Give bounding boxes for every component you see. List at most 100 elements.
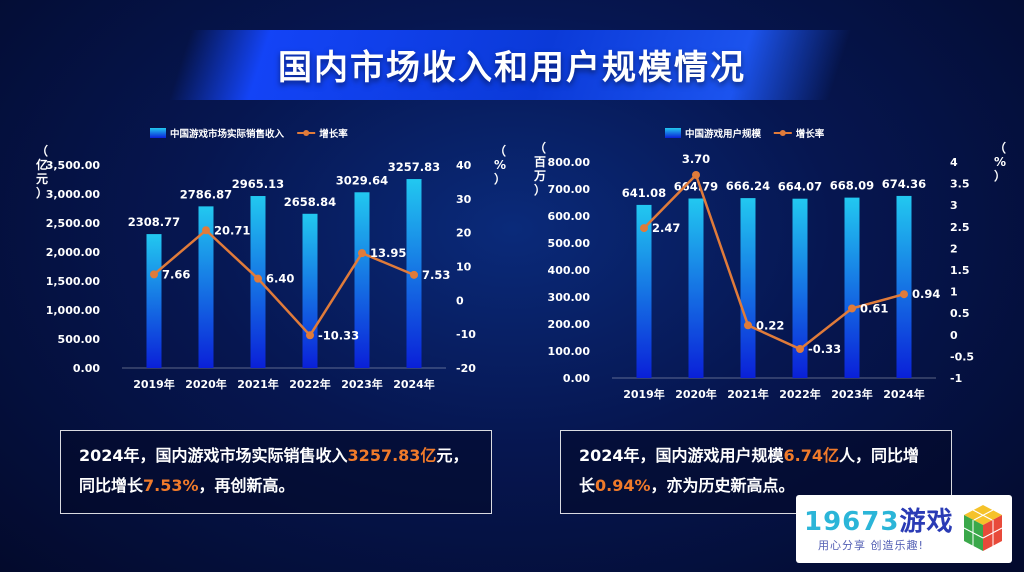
y-tick-right: 0 bbox=[950, 329, 958, 342]
x-tick-label: 2019年 bbox=[133, 377, 175, 391]
growth-rate-label: 20.71 bbox=[214, 223, 250, 237]
revenue-chart: 中国游戏市场实际销售收入 增长率（亿元）（%）0.00500.001,000.00… bbox=[36, 128, 506, 391]
growth-rate-point bbox=[410, 270, 418, 279]
y-tick-left: 3,500.00 bbox=[46, 159, 101, 172]
bar-value-label: 2786.87 bbox=[180, 187, 232, 201]
x-tick-label: 2022年 bbox=[779, 387, 821, 401]
growth-rate-line bbox=[643, 172, 905, 351]
y-axis-title-right: （ bbox=[994, 140, 1006, 155]
y-axis-title-left: 元 bbox=[36, 172, 48, 186]
x-tick-label: 2023年 bbox=[341, 377, 383, 391]
bar-value-label: 664.07 bbox=[778, 180, 822, 194]
growth-rate-point bbox=[202, 226, 210, 235]
y-tick-right: 4 bbox=[950, 156, 958, 169]
y-tick-left: 200.00 bbox=[548, 318, 591, 331]
users-chart: 中国游戏用户规模 增长率（百万）（%）0.00100.00200.00300.00… bbox=[533, 128, 1006, 401]
y-tick-right: 1 bbox=[950, 286, 958, 299]
cube-icon bbox=[963, 505, 1003, 551]
growth-rate-line bbox=[153, 228, 415, 338]
y-tick-left: 300.00 bbox=[548, 291, 591, 304]
x-tick-label: 2020年 bbox=[185, 377, 227, 391]
bar-value-label: 641.08 bbox=[622, 186, 666, 200]
y-tick-right: 1.5 bbox=[950, 264, 970, 277]
y-tick-right: -20 bbox=[456, 362, 476, 375]
bar bbox=[792, 198, 808, 378]
y-tick-right: 20 bbox=[456, 227, 472, 240]
bar-value-label: 3257.83 bbox=[388, 160, 440, 174]
bar bbox=[198, 206, 214, 368]
bar bbox=[740, 198, 756, 378]
y-tick-right: -0.5 bbox=[950, 350, 974, 363]
growth-rate-point bbox=[254, 274, 262, 283]
y-tick-right: -1 bbox=[950, 372, 962, 385]
logo-slogan: 用心分享 创造乐趣! bbox=[818, 539, 924, 552]
y-tick-left: 700.00 bbox=[548, 183, 591, 196]
growth-rate-label: 0.94 bbox=[912, 287, 940, 301]
y-axis-title-left: 万 bbox=[533, 169, 546, 183]
bar-value-label: 666.24 bbox=[726, 179, 770, 193]
growth-rate-label: 2.47 bbox=[652, 221, 680, 235]
legend-line-label: 增长率 bbox=[319, 128, 348, 140]
growth-rate-point bbox=[900, 290, 908, 299]
y-tick-left: 2,500.00 bbox=[46, 217, 101, 230]
y-tick-right: -10 bbox=[456, 328, 476, 341]
growth-rate-label: 3.70 bbox=[682, 152, 710, 166]
x-tick-label: 2019年 bbox=[623, 387, 665, 401]
x-tick-label: 2022年 bbox=[289, 377, 331, 391]
y-axis-title-left: 亿 bbox=[36, 157, 48, 172]
bar-value-label: 2308.77 bbox=[128, 215, 180, 229]
y-tick-left: 0.00 bbox=[73, 362, 100, 375]
x-tick-label: 2024年 bbox=[393, 377, 435, 391]
growth-rate-point bbox=[640, 224, 648, 233]
y-tick-right: 40 bbox=[456, 159, 472, 172]
y-tick-right: 3.5 bbox=[950, 178, 970, 191]
y-tick-right: 10 bbox=[456, 261, 472, 274]
bar bbox=[302, 213, 318, 368]
site-logo[interactable]: 19673游戏 用心分享 创造乐趣! bbox=[796, 495, 1012, 563]
growth-rate-label: -10.33 bbox=[318, 328, 359, 342]
y-axis-title-left: （ bbox=[36, 143, 48, 158]
y-tick-left: 600.00 bbox=[548, 210, 591, 223]
summary-revenue: 2024年，国内游戏市场实际销售收入3257.83亿元， 同比增长7.53%，再… bbox=[60, 430, 492, 514]
y-tick-right: 30 bbox=[456, 193, 472, 206]
growth-rate-label: 7.53 bbox=[422, 268, 450, 282]
y-tick-left: 0.00 bbox=[563, 372, 590, 385]
growth-rate-label: -0.33 bbox=[808, 342, 841, 356]
y-tick-left: 800.00 bbox=[548, 156, 591, 169]
growth-rate-label: 13.95 bbox=[370, 246, 406, 260]
x-tick-label: 2023年 bbox=[831, 387, 873, 401]
bar bbox=[688, 198, 704, 378]
legend-bar-label: 中国游戏市场实际销售收入 bbox=[170, 128, 285, 140]
x-tick-label: 2021年 bbox=[237, 377, 279, 391]
legend-line-marker bbox=[779, 130, 786, 136]
bar-value-label: 674.36 bbox=[882, 177, 926, 191]
y-axis-title-left: ） bbox=[534, 182, 546, 197]
growth-rate-label: 0.22 bbox=[756, 318, 784, 332]
bar-value-label: 668.09 bbox=[830, 179, 874, 193]
y-axis-title-right: （ bbox=[494, 143, 506, 158]
legend-bar-label: 中国游戏用户规模 bbox=[685, 128, 762, 140]
x-tick-label: 2020年 bbox=[675, 387, 717, 401]
y-axis-title-right: ） bbox=[494, 171, 506, 186]
growth-rate-point bbox=[150, 270, 158, 279]
legend-line-label: 增长率 bbox=[796, 128, 825, 140]
y-axis-title-left: （ bbox=[534, 140, 546, 155]
y-tick-left: 400.00 bbox=[548, 264, 591, 277]
growth-rate-label: 6.40 bbox=[266, 272, 294, 286]
y-tick-left: 500.00 bbox=[58, 333, 101, 346]
legend-bar-swatch bbox=[665, 128, 681, 138]
y-axis-title-left: ） bbox=[36, 185, 48, 200]
y-tick-left: 500.00 bbox=[548, 237, 591, 250]
logo-text: 19673游戏 bbox=[804, 507, 954, 537]
y-axis-title-left: 百 bbox=[534, 155, 546, 169]
bar-value-label: 3029.64 bbox=[336, 173, 388, 187]
y-axis-title-right: ） bbox=[994, 168, 1006, 183]
bar bbox=[896, 195, 912, 378]
y-tick-left: 100.00 bbox=[548, 345, 591, 358]
y-axis-title-right: % bbox=[494, 158, 506, 172]
bar bbox=[354, 192, 370, 368]
growth-rate-label: 0.61 bbox=[860, 301, 888, 315]
y-tick-right: 2 bbox=[950, 242, 958, 255]
bar-value-label: 2965.13 bbox=[232, 177, 284, 191]
bar-value-label: 664.79 bbox=[674, 180, 718, 194]
